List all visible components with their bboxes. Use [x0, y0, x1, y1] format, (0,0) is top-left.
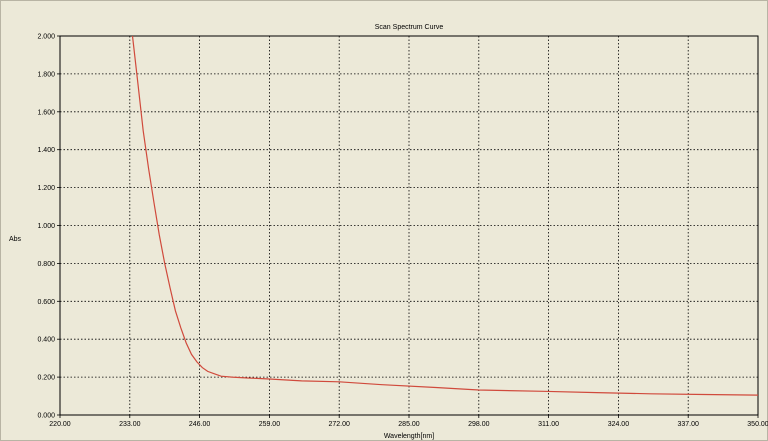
x-tick-label: 298.00	[468, 421, 490, 428]
x-tick-label: 337.00	[677, 421, 699, 428]
y-tick-label: 0.000	[37, 413, 55, 420]
x-tick-label: 220.00	[49, 421, 71, 428]
x-tick-label: 311.00	[538, 421, 559, 428]
x-tick-label: 272.00	[328, 421, 350, 428]
y-tick-label: 0.200	[37, 375, 55, 382]
y-tick-label: 1.000	[37, 223, 55, 230]
y-tick-label: 0.400	[37, 337, 55, 344]
x-tick-label: 324.00	[608, 421, 630, 428]
y-tick-label: 2.000	[37, 34, 55, 41]
x-tick-label: 259.00	[259, 421, 281, 428]
x-tick-label: 350.00	[747, 421, 768, 428]
x-tick-label: 233.00	[119, 421, 141, 428]
x-tick-label: 246.00	[189, 421, 211, 428]
y-tick-label: 1.800	[37, 71, 55, 78]
y-tick-label: 1.200	[37, 185, 55, 192]
x-tick-label: 285.00	[398, 421, 420, 428]
y-tick-label: 1.600	[37, 109, 55, 116]
y-tick-label: 0.800	[37, 261, 55, 268]
y-tick-label: 0.600	[37, 299, 55, 306]
y-tick-label: 1.400	[37, 147, 55, 154]
